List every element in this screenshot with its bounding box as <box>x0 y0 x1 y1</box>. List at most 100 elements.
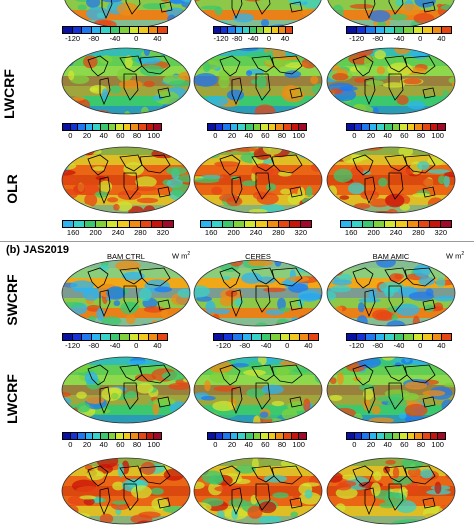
colorbar-segment <box>63 124 71 130</box>
colorbar-segment <box>290 334 300 340</box>
colorbar-tick-label: -40 <box>393 34 405 43</box>
colorbar-segment <box>385 334 395 340</box>
colorbar-segment <box>347 124 355 130</box>
colorbar-segment <box>158 27 168 33</box>
map-b-lwcrf-bam-amic <box>326 356 456 424</box>
colorbar-segment <box>129 27 140 33</box>
colorbar-segment <box>82 334 92 340</box>
colorbar-tick-label: -80 <box>88 341 100 350</box>
map-b-swcrf-ceres <box>193 259 323 327</box>
colorbar-tick-label: 0 <box>418 34 423 43</box>
colorbar-segment <box>129 334 140 340</box>
colorbar-segment <box>415 124 424 130</box>
colorbar-tick-label: 0 <box>68 440 73 449</box>
map-b-olr-bam-ctrl <box>61 457 191 525</box>
colorbar-segment <box>70 433 79 439</box>
colorbar-tick-label: 280 <box>134 228 147 237</box>
colorbar-segment <box>123 124 132 130</box>
colorbar-segment <box>430 433 439 439</box>
map-a-lwcrf-ceres <box>193 47 323 115</box>
units-label-3: W m2 <box>446 251 465 261</box>
colorbar-segment <box>271 334 281 340</box>
ticks-a-lwcrf-2: 0 20 40 60 80 100 <box>207 131 307 141</box>
colorbar-tick-label: 20 <box>366 131 376 140</box>
colorbar-segment <box>101 27 111 33</box>
colorbar-segment <box>223 433 231 439</box>
colorbar-segment <box>116 433 124 439</box>
colorbar-segment <box>369 433 378 439</box>
colorbar-tick-label: 40 <box>383 440 392 449</box>
colorbar-segment <box>242 334 253 340</box>
colorbar-segment <box>385 27 395 33</box>
colorbar-segment <box>352 221 364 227</box>
colorbar-tick-label: -120 <box>65 341 81 350</box>
colorbar-segment <box>354 124 363 130</box>
colorbar-segment <box>363 221 375 227</box>
colorbar-segment <box>245 221 257 227</box>
colorbar-segment <box>438 433 445 439</box>
panel-b-title: (b) JAS2019 <box>6 244 69 256</box>
colorbar-segment <box>63 27 73 33</box>
colorbar-segment <box>385 221 397 227</box>
colorbar-segment <box>201 221 213 227</box>
colorbar-tick-label: -80 <box>88 34 100 43</box>
colorbar-segment <box>70 124 79 130</box>
colorbar-tick-label: 80 <box>277 440 287 449</box>
colorbar-a-olr-1 <box>62 220 174 228</box>
colorbar-tick-label: -40 <box>260 341 272 350</box>
colorbar-tick-label: 40 <box>99 131 108 140</box>
colorbar-segment <box>85 433 94 439</box>
ticks-b-swcrf-3: -120 -80 -40 0 40 <box>346 341 452 351</box>
colorbar-segment <box>146 433 155 439</box>
colorbar-segment <box>78 433 86 439</box>
colorbar-tick-label: 20 <box>82 131 92 140</box>
colorbar-segment <box>118 221 130 227</box>
row-label-a-lwcrf: LWCRF <box>1 69 17 119</box>
ticks-b-lwcrf-2: 0 20 40 60 80 100 <box>207 440 307 450</box>
colorbar-segment <box>107 221 119 227</box>
colorbar-a-swcrf-3 <box>346 26 452 34</box>
ticks-a-lwcrf-1: 0 20 40 60 80 100 <box>62 131 162 141</box>
colorbar-segment <box>72 27 83 33</box>
colorbar-tick-label: 100 <box>292 440 305 449</box>
colorbar-segment <box>223 334 234 340</box>
colorbar-tick-label: 20 <box>227 440 237 449</box>
colorbar-tick-label: 320 <box>294 228 308 237</box>
colorbar-segment <box>131 124 140 130</box>
colorbar-segment <box>91 334 102 340</box>
ticks-b-swcrf-1: -120 -80 -40 0 40 <box>62 341 168 351</box>
colorbar-segment <box>215 433 224 439</box>
colorbar-segment <box>432 334 443 340</box>
colorbar-segment <box>158 334 168 340</box>
map-a-olr-ceres <box>193 146 323 214</box>
colorbar-tick-label: -120 <box>216 341 232 350</box>
map-b-olr-ceres <box>193 457 323 525</box>
colorbar-tick-label: 200 <box>89 228 102 237</box>
colorbar-segment <box>215 124 224 130</box>
colorbar-segment <box>257 27 265 33</box>
colorbar-segment <box>96 221 108 227</box>
colorbar-tick-label: 240 <box>111 228 125 237</box>
colorbar-segment <box>93 124 102 130</box>
colorbar-segment <box>93 433 102 439</box>
colorbar-tick-label: 40 <box>437 341 446 350</box>
ticks-a-swcrf-1: -120 -80 -40 0 40 <box>62 34 168 44</box>
ticks-b-lwcrf-1: 0 20 40 60 80 100 <box>62 440 162 450</box>
colorbar-segment <box>230 124 239 130</box>
colorbar-segment <box>101 124 109 130</box>
colorbar-tick-label: -40 <box>393 341 405 350</box>
map-a-olr-bam-ctrl <box>61 146 191 214</box>
colorbar-segment <box>285 27 293 33</box>
colorbar-segment <box>268 124 277 130</box>
ticks-a-swcrf-3: -120 -80 -40 0 40 <box>346 34 452 44</box>
colorbar-tick-label: 20 <box>82 440 92 449</box>
colorbar-segment <box>91 27 102 33</box>
colorbar-segment <box>429 221 441 227</box>
colorbar-segment <box>108 433 117 439</box>
map-b-lwcrf-bam-ctrl <box>61 356 191 424</box>
colorbar-segment <box>129 221 141 227</box>
colorbar-tick-label: 320 <box>434 228 448 237</box>
colorbar-tick-label: 0 <box>418 341 423 350</box>
ticks-a-olr-2: 160 200 240 280 320 <box>200 228 312 238</box>
colorbar-segment <box>63 221 75 227</box>
